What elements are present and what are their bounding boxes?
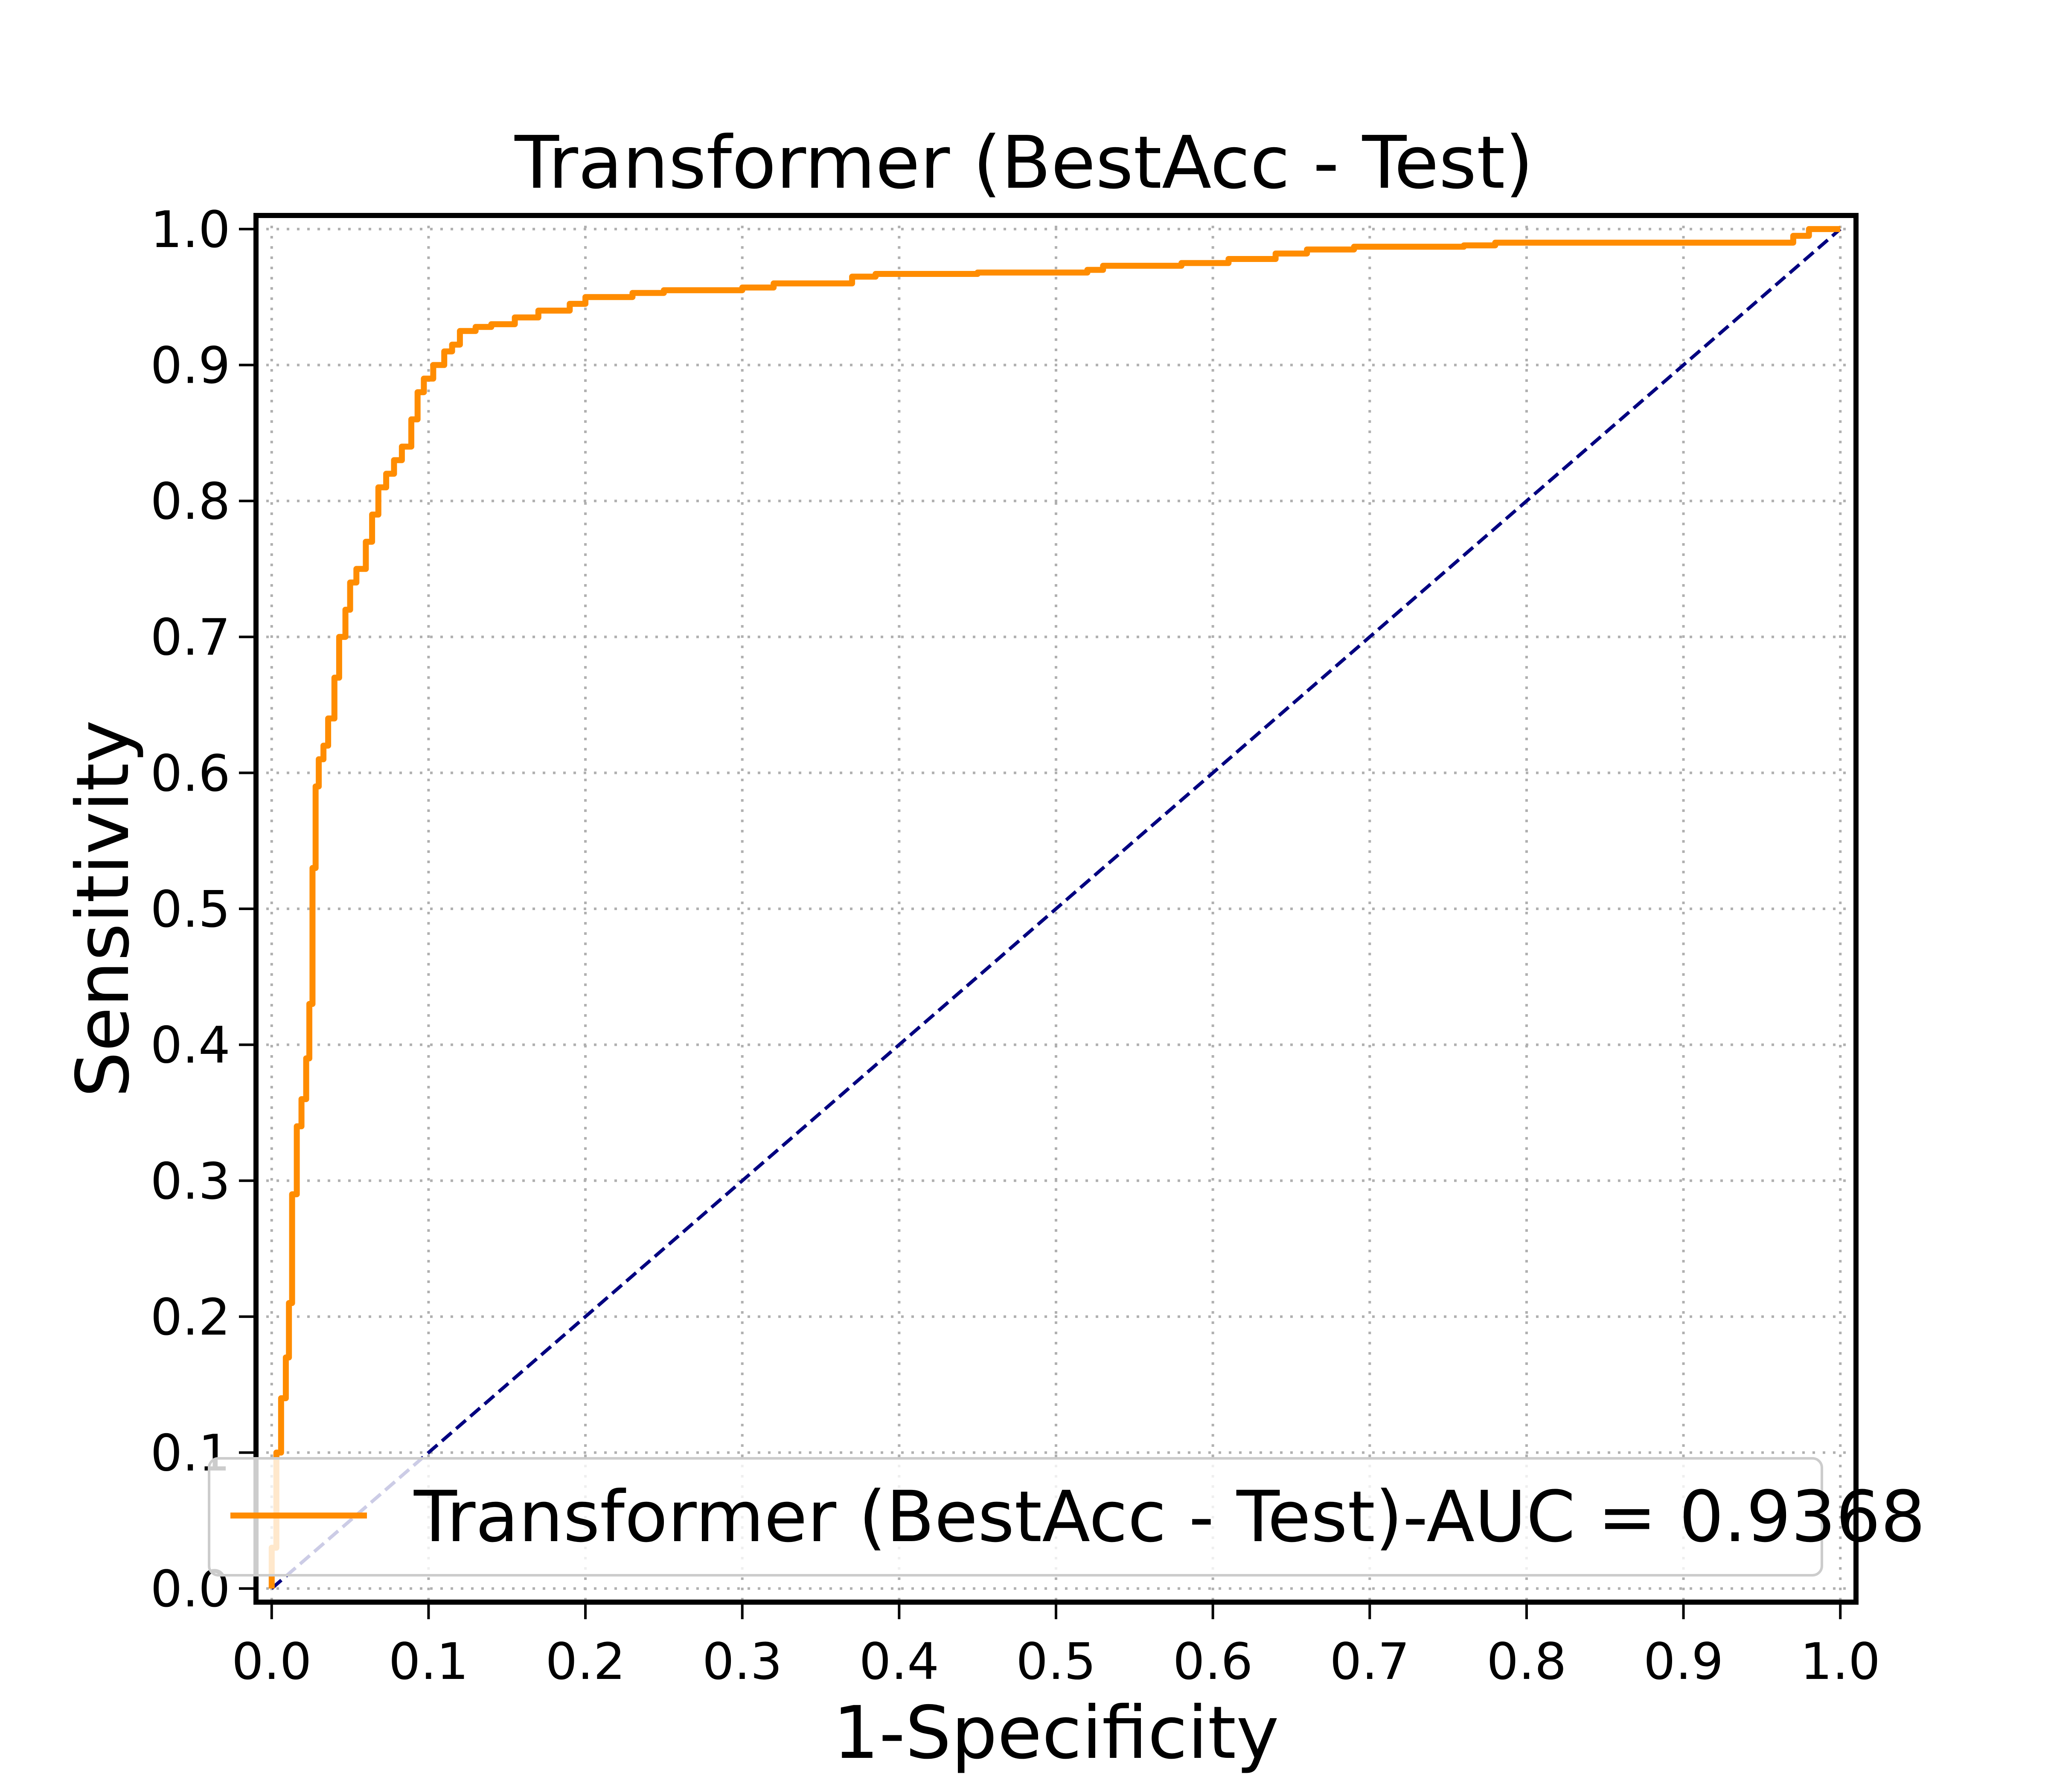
y-tick-label-3: 0.3 — [150, 1152, 230, 1210]
x-tick-label-10: 1.0 — [1800, 1632, 1880, 1691]
grid — [256, 215, 1856, 1602]
diagonal-reference-line — [271, 227, 1841, 1590]
x-axis-label: 1-Specificity — [833, 1691, 1279, 1775]
chart-title: Transformer (BestAcc - Test) — [514, 121, 1533, 205]
y-tick-label-9: 0.9 — [150, 336, 230, 395]
roc-curve-line — [268, 226, 1841, 1589]
x-tick-label-9: 0.9 — [1644, 1632, 1724, 1691]
y-tick-label-10: 1.0 — [150, 200, 230, 259]
y-tick-label-4: 0.4 — [150, 1016, 230, 1075]
legend-label-roc: Transformer (BestAcc - Test)-AUC = 0.936… — [413, 1476, 1926, 1558]
y-tick-label-5: 0.5 — [150, 880, 230, 939]
y-axis-label: Sensitivity — [61, 720, 145, 1097]
x-tick-label-2: 0.2 — [545, 1632, 625, 1691]
x-tick-label-1: 0.1 — [389, 1632, 469, 1691]
y-tick-label-6: 0.6 — [150, 744, 230, 803]
legend-box — [208, 1457, 1823, 1577]
x-tick-label-3: 0.3 — [702, 1632, 783, 1691]
x-tick-label-4: 0.4 — [859, 1632, 940, 1691]
x-tick-label-7: 0.7 — [1329, 1632, 1410, 1691]
plot-area — [268, 226, 1841, 1590]
x-tick-label-5: 0.5 — [1016, 1632, 1096, 1691]
y-tick-label-8: 0.8 — [150, 472, 230, 531]
y-tick-label-7: 0.7 — [150, 608, 230, 667]
x-tick-label-8: 0.8 — [1487, 1632, 1567, 1691]
legend: Transformer (BestAcc - Test)-AUC = 0.936… — [208, 1457, 1926, 1577]
y-tick-label-2: 0.2 — [150, 1288, 230, 1347]
ticks: 0.0 0.1 0.2 0.3 0.4 0.5 0.6 0.7 0.8 0.9 1.00.00.10… — [150, 200, 1880, 1691]
x-tick-label-0: 0.0 — [232, 1632, 312, 1691]
x-tick-label-6: 0.6 — [1173, 1632, 1253, 1691]
